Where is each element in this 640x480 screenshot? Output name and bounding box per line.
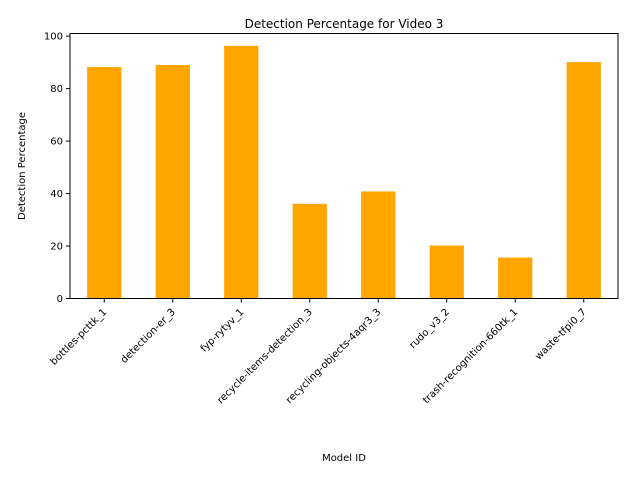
chart-title: Detection Percentage for Video 3 xyxy=(245,17,444,31)
y-tick-label: 100 xyxy=(44,32,63,43)
bar-detection-er_3 xyxy=(155,64,190,299)
x-tick-label: rudo_v3_2 xyxy=(408,307,452,351)
bars-group xyxy=(87,45,601,299)
y-tick-label: 80 xyxy=(50,84,63,95)
y-tick-label: 40 xyxy=(50,189,63,200)
x-tick-label: fyp-rytyv_1 xyxy=(199,307,247,355)
bar-bottles-pcttk_1 xyxy=(87,67,122,299)
x-tick-label: detection-er_3 xyxy=(119,307,178,366)
y-tick-label: 0 xyxy=(57,294,63,305)
y-axis-label: Detection Percentage xyxy=(17,112,28,220)
x-tick-label: bottles-pcttk_1 xyxy=(49,307,110,368)
plot-frame xyxy=(69,33,619,299)
x-tick-label: waste-tfpi0_7 xyxy=(533,307,589,363)
bar-fyp-rytyv_1 xyxy=(224,45,259,299)
y-tick-label: 20 xyxy=(50,242,63,253)
bar-trash-recognition-660tk_1 xyxy=(498,257,533,299)
bar-waste-tfpi0_7 xyxy=(566,62,601,299)
x-axis-label: Model ID xyxy=(322,453,366,464)
bar-recycling-objects-4aqr3_3 xyxy=(361,191,396,299)
y-tick-label: 60 xyxy=(50,137,63,148)
y-axis: 0 20 40 60 80 100 xyxy=(44,32,70,305)
bar-recycle-items-detection_3 xyxy=(292,203,327,299)
bar-rudo_v3_2 xyxy=(429,245,464,299)
x-axis: bottles-pcttk_1 detection-er_3 fyp-rytyv_1… xyxy=(49,298,589,406)
